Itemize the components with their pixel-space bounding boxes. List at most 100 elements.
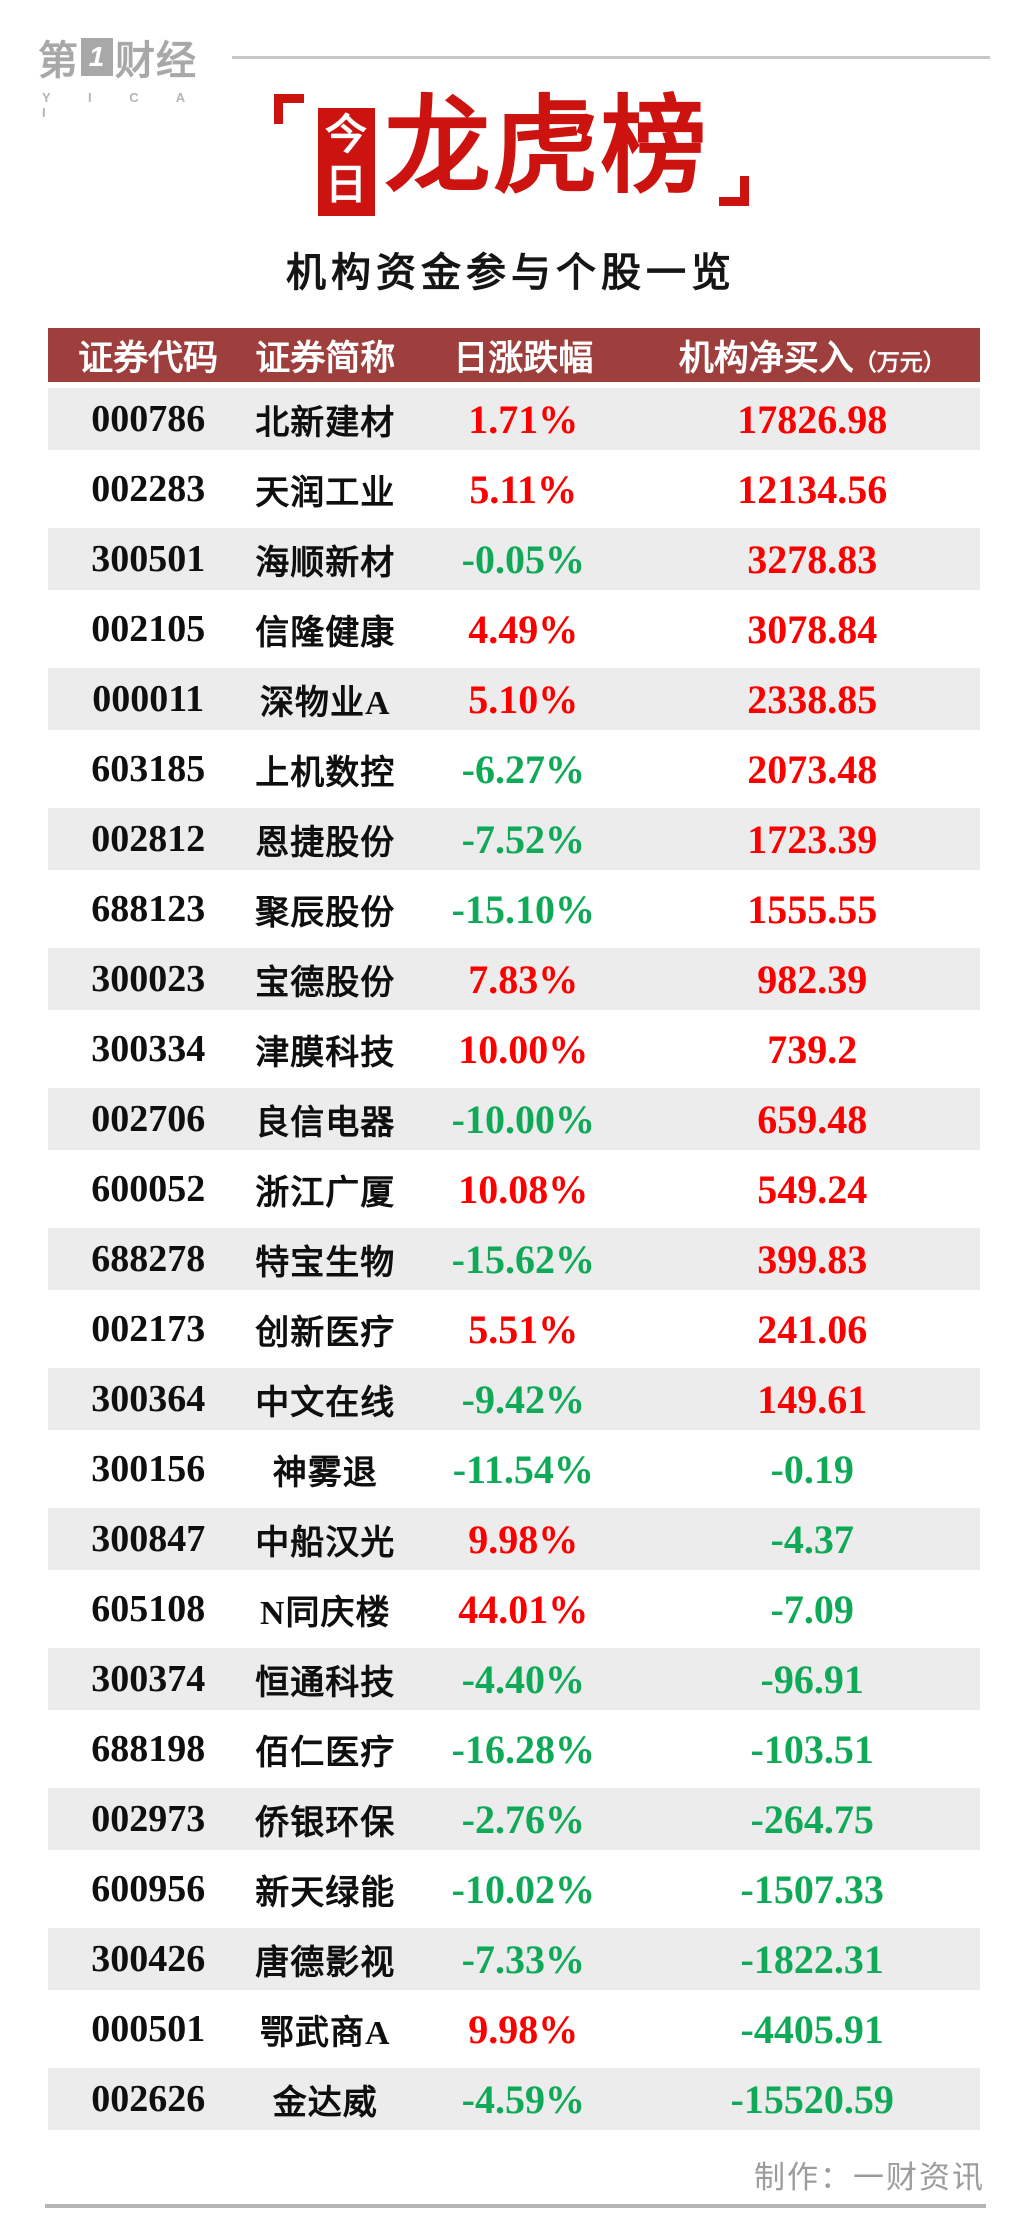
stock-name-cell: 中文在线	[255, 1384, 396, 1422]
net-buy-cell: -15520.59	[730, 2076, 894, 2122]
daily-change-cell: 9.98%	[468, 2006, 579, 2052]
table-row: 688278 特宝生物 -15.62% 399.83	[48, 1228, 980, 1290]
net-buy-cell: 2338.85	[747, 676, 878, 722]
title-tag-char-2: 日	[324, 163, 367, 209]
net-buy-cell: 17826.98	[737, 396, 888, 442]
net-buy-cell: 659.48	[757, 1096, 868, 1142]
net-buy-cell: -0.19	[770, 1446, 854, 1492]
stock-name-cell: 深物业A	[259, 684, 391, 722]
corner-bracket-close-icon	[718, 176, 749, 206]
stock-name-cell: N同庆楼	[259, 1594, 391, 1632]
corner-bracket-open-icon	[273, 94, 304, 124]
stock-code-cell: 603185	[91, 748, 206, 790]
stock-name-cell: 北新建材	[255, 404, 396, 442]
stock-code-cell: 002173	[91, 1308, 206, 1350]
net-buy-cell: -264.75	[750, 1796, 874, 1842]
page-title: 龙虎榜	[384, 89, 709, 206]
table-row: 300023 宝德股份 7.83% 982.39	[48, 948, 980, 1010]
table-row: 300156 神雾退 -11.54% -0.19	[48, 1438, 980, 1500]
logo-char-post: 财经	[115, 39, 197, 83]
stock-code-cell: 000501	[91, 2008, 206, 2050]
stock-code-cell: 002283	[91, 468, 206, 510]
table-body: 000786 北新建材 1.71% 17826.98 002283 天润工业 5…	[48, 388, 980, 2130]
stock-name-cell: 津膜科技	[255, 1034, 396, 1072]
daily-change-cell: 4.49%	[468, 606, 579, 652]
stock-code-cell: 002105	[91, 608, 206, 650]
net-buy-cell: 3078.84	[747, 606, 878, 652]
net-buy-cell: -1822.31	[740, 1936, 884, 1982]
table-row: 002105 信隆健康 4.49% 3078.84	[48, 598, 980, 660]
stock-code-cell: 300426	[91, 1938, 206, 1980]
daily-change-cell: 5.10%	[468, 676, 579, 722]
stock-name-cell: 信隆健康	[255, 614, 396, 652]
stock-code-cell: 688123	[91, 888, 206, 930]
stock-name-cell: 恒通科技	[255, 1664, 396, 1702]
net-buy-cell: -96.91	[760, 1656, 864, 1702]
stock-code-cell: 605108	[91, 1588, 206, 1630]
table-row: 002173 创新医疗 5.51% 241.06	[48, 1298, 980, 1360]
stock-name-cell: 侨银环保	[255, 1804, 396, 1842]
stock-name-cell: 良信电器	[255, 1104, 396, 1142]
daily-change-cell: -16.28%	[451, 1726, 595, 1772]
header-net-buy: 机构净买入（万元）	[644, 330, 980, 381]
net-buy-cell: 3278.83	[747, 536, 878, 582]
stock-name-cell: 神雾退	[272, 1454, 378, 1492]
stock-code-cell: 002973	[91, 1798, 206, 1840]
net-buy-cell: 12134.56	[737, 466, 888, 512]
stock-name-cell: 宝德股份	[255, 964, 396, 1002]
table-row: 603185 上机数控 -6.27% 2073.48	[48, 738, 980, 800]
daily-change-cell: 10.08%	[458, 1166, 589, 1212]
net-buy-cell: 1555.55	[747, 886, 878, 932]
stock-name-cell: 特宝生物	[255, 1244, 396, 1282]
stock-name-cell: 上机数控	[255, 754, 396, 792]
table-row: 688198 佰仁医疗 -16.28% -103.51	[48, 1718, 980, 1780]
table-row: 000786 北新建材 1.71% 17826.98	[48, 388, 980, 450]
table-row: 300426 唐德影视 -7.33% -1822.31	[48, 1928, 980, 1990]
stock-name-cell: 恩捷股份	[255, 824, 396, 862]
stock-code-cell: 000011	[92, 678, 205, 720]
net-buy-cell: 399.83	[757, 1236, 868, 1282]
logo-one-icon: 1	[81, 38, 113, 76]
daily-change-cell: -9.42%	[461, 1376, 585, 1422]
net-buy-cell: -7.09	[770, 1586, 854, 1632]
daily-change-cell: 1.71%	[468, 396, 579, 442]
table-row: 000501 鄂武商A 9.98% -4405.91	[48, 1998, 980, 2060]
daily-change-cell: 9.98%	[468, 1516, 579, 1562]
daily-change-cell: -11.54%	[452, 1446, 594, 1492]
stock-code-cell: 002706	[91, 1098, 206, 1140]
daily-change-cell: 5.11%	[469, 466, 578, 512]
daily-change-cell: 7.83%	[468, 956, 579, 1002]
stock-name-cell: 中船汉光	[255, 1524, 396, 1562]
net-buy-cell: 149.61	[757, 1376, 868, 1422]
stock-name-cell: 创新医疗	[255, 1314, 396, 1352]
net-buy-cell: 1723.39	[747, 816, 878, 862]
stock-name-cell: 海顺新材	[255, 544, 396, 582]
daily-change-cell: 5.51%	[468, 1306, 579, 1352]
title-block: 今 日 龙虎榜	[0, 78, 1022, 218]
net-buy-cell: 739.2	[767, 1026, 858, 1072]
stock-code-cell: 300156	[91, 1448, 206, 1490]
table-row: 002973 侨银环保 -2.76% -264.75	[48, 1788, 980, 1850]
title-tag-today: 今 日	[317, 108, 375, 216]
stock-code-cell: 000786	[91, 398, 206, 440]
daily-change-cell: -4.40%	[461, 1656, 585, 1702]
stock-code-cell: 300847	[91, 1518, 206, 1560]
table-row: 002812 恩捷股份 -7.52% 1723.39	[48, 808, 980, 870]
stock-name-cell: 聚辰股份	[255, 894, 396, 932]
table-row: 600052 浙江广厦 10.08% 549.24	[48, 1158, 980, 1220]
stock-name-cell: 金达威	[272, 2084, 378, 2122]
net-buy-cell: -103.51	[750, 1726, 874, 1772]
net-buy-cell: -4.37	[770, 1516, 854, 1562]
yicai-logo-wordmark: 第 1 财经	[38, 28, 228, 86]
net-buy-cell: 549.24	[757, 1166, 868, 1212]
table-row: 002706 良信电器 -10.00% 659.48	[48, 1088, 980, 1150]
page-subtitle: 机构资金参与个股一览	[286, 251, 736, 295]
daily-change-cell: -4.59%	[461, 2076, 585, 2122]
stock-code-cell: 300023	[91, 958, 206, 1000]
net-buy-cell: 241.06	[757, 1306, 868, 1352]
yicai-logo-latin: Y I C A I	[42, 90, 202, 120]
logo-char-pre: 第	[38, 39, 79, 83]
daily-change-cell: -10.00%	[451, 1096, 595, 1142]
stock-code-cell: 300364	[91, 1378, 206, 1420]
